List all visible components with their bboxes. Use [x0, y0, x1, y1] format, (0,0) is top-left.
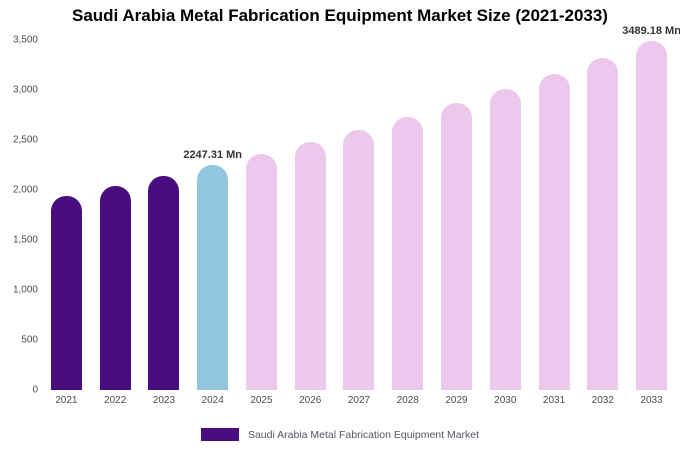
bar-2025 — [245, 154, 277, 390]
x-axis-label-2025: 2025 — [250, 395, 273, 406]
bar-slot — [578, 40, 627, 390]
x-axis-label-2030: 2030 — [494, 395, 517, 406]
bar-slot — [42, 40, 91, 390]
y-tick-label: 1,000 — [12, 284, 38, 296]
x-axis-label-2031: 2031 — [542, 395, 566, 406]
y-tick-label: 2,000 — [12, 184, 38, 196]
bar-slot — [335, 40, 384, 390]
x-axis-label-2032: 2032 — [591, 395, 614, 406]
x-axis-label-2024: 2024 — [201, 395, 224, 406]
bar-2024 — [197, 165, 229, 390]
x-axis-label-2022: 2022 — [104, 395, 127, 406]
bar-group-2031: 2031 — [530, 40, 579, 408]
bar-slot — [481, 40, 530, 390]
bar-2028 — [392, 116, 424, 390]
bar-group-2028: 2028 — [383, 40, 432, 408]
y-axis: 0 500 1,000 1,500 2,000 2,500 3,000 3,500 — [6, 35, 42, 396]
bar-2023 — [148, 176, 180, 390]
bar-2021 — [50, 196, 82, 390]
bar-value-label-2033: 3489.18 Mn — [622, 25, 680, 38]
bar-2033 — [636, 41, 668, 390]
y-tick-label: 500 — [21, 334, 38, 346]
bar-slot — [91, 40, 140, 390]
bar-group-2023: 2023 — [140, 40, 189, 408]
x-axis-label-2028: 2028 — [396, 395, 419, 406]
bar-2029 — [441, 103, 472, 390]
bar-group-2033: 3489.18 Mn 2033 — [622, 25, 680, 408]
bar-slot — [140, 40, 189, 390]
bar-2031 — [538, 73, 570, 390]
y-tick-label: 1,500 — [12, 234, 38, 246]
y-tick-label: 3,000 — [12, 84, 38, 96]
bar-2026 — [294, 142, 326, 390]
x-axis-label-2027: 2027 — [347, 395, 371, 406]
bar-slot — [530, 40, 579, 390]
bar-group-2024: 2247.31 Mn 2024 — [183, 40, 242, 408]
bar-group-2025: 2025 — [237, 40, 286, 408]
bar-2022 — [99, 186, 131, 390]
bar-group-2032: 2032 — [578, 40, 627, 408]
bar-2030 — [489, 88, 521, 390]
legend-label: Saudi Arabia Metal Fabrication Equipment… — [247, 428, 480, 441]
bar-group-2029: 2029 — [432, 40, 481, 408]
bar-2032 — [587, 58, 619, 390]
x-axis-label-2029: 2029 — [445, 395, 468, 406]
bar-slot — [237, 40, 286, 390]
chart-title: Saudi Arabia Metal Fabrication Equipment… — [72, 6, 608, 25]
bar-group-2030: 2030 — [481, 40, 530, 408]
bar-group-2026: 2026 — [286, 40, 335, 408]
bar-slot: 2247.31 Mn — [183, 40, 242, 390]
x-axis-label-2023: 2023 — [152, 395, 176, 406]
bar-group-2027: 2027 — [335, 40, 384, 408]
y-tick-label: 3,500 — [12, 34, 38, 46]
bar-group-2022: 2022 — [91, 40, 140, 408]
bar-chart: 0 500 1,000 1,500 2,000 2,500 3,000 3,500 2021 2… — [6, 25, 680, 408]
y-tick-label: 0 — [32, 384, 38, 396]
bar-value-label-2024: 2247.31 Mn — [183, 149, 243, 162]
x-axis-label-2021: 2021 — [55, 395, 78, 406]
bar-slot — [286, 40, 335, 390]
bar-group-2021: 2021 — [42, 40, 91, 408]
legend-swatch — [200, 428, 239, 441]
x-axis-label-2033: 2033 — [640, 395, 663, 406]
y-tick-label: 2,500 — [12, 134, 38, 146]
bar-2027 — [343, 129, 375, 390]
bar-slot: 3489.18 Mn — [622, 25, 680, 390]
x-axis-label-2026: 2026 — [299, 395, 322, 406]
bar-slot — [383, 40, 432, 390]
plot-area: 2021 2022 2023 2247.31 Mn 2024 2025 2026 2027 20… — [42, 25, 680, 408]
bar-slot — [432, 40, 481, 390]
legend: Saudi Arabia Metal Fabrication Equipment… — [0, 428, 680, 441]
